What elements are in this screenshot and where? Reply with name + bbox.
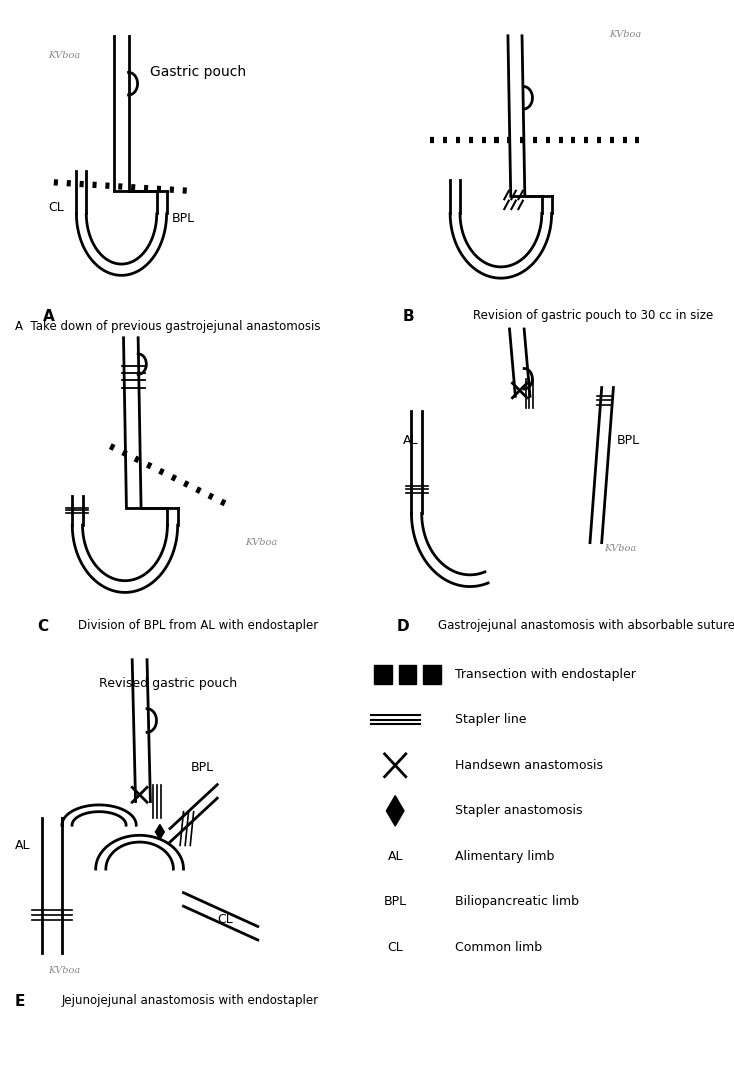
Text: BPL: BPL: [172, 212, 195, 225]
Text: C: C: [37, 619, 48, 634]
Text: B: B: [402, 309, 414, 324]
Text: Division of BPL from AL with endostapler: Division of BPL from AL with endostapler: [78, 619, 319, 632]
Text: Revision of gastric pouch to 30 cc in size: Revision of gastric pouch to 30 cc in si…: [473, 309, 713, 322]
Text: A: A: [43, 309, 54, 324]
Text: AL: AL: [15, 839, 30, 852]
Bar: [374, 664, 392, 684]
Text: Transection with endostapler: Transection with endostapler: [455, 668, 636, 681]
Text: KVboa: KVboa: [245, 538, 277, 547]
Text: Revised gastric pouch: Revised gastric pouch: [99, 676, 237, 689]
Text: Jejunojejunal anastomosis with endostapler: Jejunojejunal anastomosis with endostapl…: [62, 994, 319, 1007]
Text: Biliopancreatic limb: Biliopancreatic limb: [455, 895, 579, 908]
Text: Alimentary limb: Alimentary limb: [455, 850, 554, 863]
Text: Common limb: Common limb: [455, 941, 542, 954]
Text: KVboa: KVboa: [609, 30, 642, 39]
Text: Gastrojejunal anastomosis with absorbable suture: Gastrojejunal anastomosis with absorbabl…: [437, 619, 734, 632]
Text: CL: CL: [48, 202, 64, 215]
Text: CL: CL: [388, 941, 403, 954]
Text: KVboa: KVboa: [48, 51, 81, 60]
Text: KVboa: KVboa: [605, 544, 637, 553]
Bar: [399, 664, 416, 684]
Bar: [424, 664, 441, 684]
Polygon shape: [386, 796, 404, 826]
Text: BPL: BPL: [617, 434, 639, 447]
Text: D: D: [397, 619, 410, 634]
Text: Handsewn anastomosis: Handsewn anastomosis: [455, 759, 603, 772]
Polygon shape: [156, 825, 164, 839]
Text: Stapler anastomosis: Stapler anastomosis: [455, 804, 583, 817]
Text: Stapler line: Stapler line: [455, 713, 526, 726]
Text: AL: AL: [388, 850, 403, 863]
Text: BPL: BPL: [384, 895, 407, 908]
Text: AL: AL: [403, 434, 418, 447]
Text: E: E: [15, 994, 25, 1009]
Text: A  Take down of previous gastrojejunal anastomosis: A Take down of previous gastrojejunal an…: [15, 320, 320, 333]
Text: Gastric pouch: Gastric pouch: [150, 65, 246, 79]
Text: KVboa: KVboa: [48, 966, 81, 975]
Text: CL: CL: [217, 913, 233, 926]
Text: BPL: BPL: [190, 761, 214, 774]
